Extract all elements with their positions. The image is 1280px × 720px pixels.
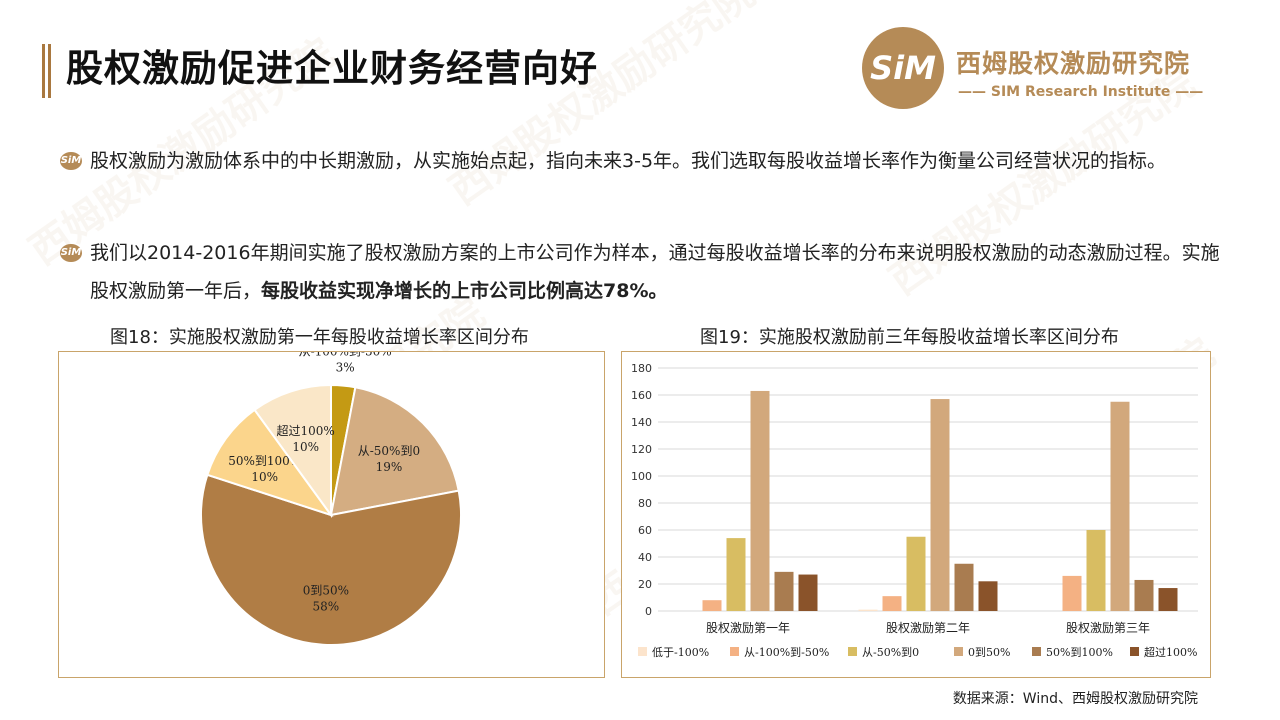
pie-slice-label: 超过100% xyxy=(277,423,335,438)
legend-swatch xyxy=(730,647,739,656)
legend-swatch xyxy=(638,647,647,656)
pie-slice xyxy=(253,383,332,519)
bar xyxy=(858,609,878,611)
legend-label: 0到50% xyxy=(968,646,1010,659)
bar xyxy=(930,399,950,611)
bar xyxy=(774,571,794,611)
y-tick-label: 180 xyxy=(631,362,652,375)
y-tick-label: 40 xyxy=(638,551,652,564)
bar xyxy=(1062,575,1082,611)
legend-swatch xyxy=(1032,647,1041,656)
y-tick-label: 120 xyxy=(631,443,652,456)
x-category-label: 股权激励第三年 xyxy=(1066,621,1150,635)
bullet-2: SiM 我们以2014-2016年期间实施了股权激励方案的上市公司作为样本，通过… xyxy=(60,234,1220,310)
bullet-2-body: 我们以2014-2016年期间实施了股权激励方案的上市公司作为样本，通过每股收益… xyxy=(90,242,1220,302)
bar xyxy=(1110,401,1130,611)
bullet-2-emphasis: 每股收益实现净增长的上市公司比例高达78%。 xyxy=(261,280,668,302)
bullet-1-text: 股权激励为激励体系中的中长期激励，从实施始点起，指向未来3-5年。我们选取每股收… xyxy=(90,150,1167,172)
y-tick-label: 100 xyxy=(631,470,652,483)
bullet-2-text: 我们以2014-2016年期间实施了股权激励方案的上市公司作为样本，通过每股收益… xyxy=(60,234,1220,310)
legend-label: 低于-100% xyxy=(652,646,709,659)
bar xyxy=(702,600,722,611)
pie-slice-pct: 58% xyxy=(313,600,340,614)
bar xyxy=(798,574,818,611)
y-tick-label: 160 xyxy=(631,389,652,402)
bar xyxy=(750,390,770,611)
legend-swatch xyxy=(954,647,963,656)
watermark: 西姆股权激励研究院 xyxy=(441,0,763,215)
logo-name-cn: 西姆股权激励研究院 xyxy=(956,49,1191,78)
legend-label: 从-50%到0 xyxy=(862,646,919,659)
legend-label: 50%到100% xyxy=(1046,646,1113,659)
bar xyxy=(954,563,974,611)
x-category-label: 股权激励第一年 xyxy=(706,621,790,635)
legend-label: 超过100% xyxy=(1144,645,1197,659)
pie-slice-pct: 19% xyxy=(376,460,403,474)
bar xyxy=(1086,530,1106,611)
fig19-title: 图19：实施股权激励前三年每股收益增长率区间分布 xyxy=(700,327,1119,348)
pie-slice xyxy=(206,408,334,517)
pie-slice-pct: 10% xyxy=(292,440,319,454)
pie-chart-frame: 从-100%到-50%3%从-50%到019%0到50%58%50%到100%1… xyxy=(58,345,605,678)
pie-slice xyxy=(329,386,460,517)
bar xyxy=(978,581,998,611)
sim-bullet-icon: SiM xyxy=(60,152,82,170)
bullet-1: SiM 股权激励为激励体系中的中长期激励，从实施始点起，指向未来3-5年。我们选… xyxy=(60,142,1220,180)
bar xyxy=(726,538,746,611)
pie-slice xyxy=(200,473,462,646)
data-source: 数据来源：Wind、西姆股权激励研究院 xyxy=(952,691,1198,707)
bar xyxy=(882,596,902,611)
y-tick-label: 20 xyxy=(638,578,652,591)
title-accent-bar xyxy=(42,44,51,98)
bar xyxy=(1158,588,1178,611)
logo-mark: SiM xyxy=(870,49,936,87)
bar-chart: 0 20 40 60 80 100 120 140 160 180 股权激励第一年 股权激励第二年 股权… xyxy=(631,362,1198,659)
pie-slice-label: 50%到100% xyxy=(228,454,301,468)
sim-bullet-icon: SiM xyxy=(60,244,82,262)
fig18-title: 图18：实施股权激励第一年每股收益增长率区间分布 xyxy=(110,327,529,348)
page-title: 股权激励促进企业财务经营向好 xyxy=(66,47,598,90)
pie-slice-label: 从-100%到-50% xyxy=(299,352,392,359)
sim-logo-icon: SiM xyxy=(862,27,944,109)
y-tick-label: 0 xyxy=(645,605,652,618)
legend-label: 从-100%到-50% xyxy=(744,646,829,659)
y-tick-label: 80 xyxy=(638,497,652,510)
pie-slice-pct: 3% xyxy=(336,361,355,375)
pie-chart: 从-100%到-50%3%从-50%到019%0到50%58%50%到100%1… xyxy=(200,345,462,646)
y-tick-label: 60 xyxy=(638,524,652,537)
bar xyxy=(906,536,926,611)
legend-swatch xyxy=(848,647,857,656)
pie-slice-label: 0到50% xyxy=(303,584,349,598)
y-tick-label: 140 xyxy=(631,416,652,429)
bar-chart-frame: 0 20 40 60 80 100 120 140 160 180 股权激励第一年 股权激励第二年 股权… xyxy=(621,351,1211,678)
bar xyxy=(1134,579,1154,611)
pie-slice-label: 从-50%到0 xyxy=(358,444,420,458)
x-category-label: 股权激励第二年 xyxy=(886,621,970,635)
legend-swatch xyxy=(1130,647,1139,656)
pie-slice-pct: 10% xyxy=(251,470,278,484)
logo-name-en: —— SIM Research Institute —— xyxy=(958,84,1204,100)
